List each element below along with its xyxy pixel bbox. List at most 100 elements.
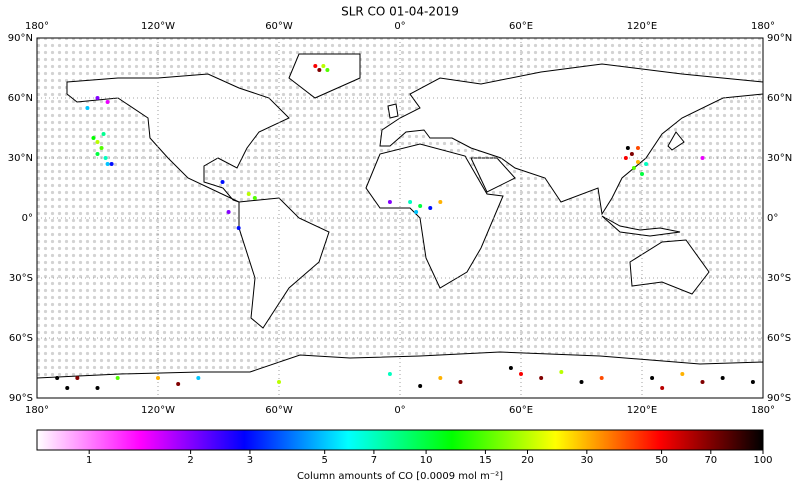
- africa: [365, 143, 504, 289]
- co-sample: [508, 366, 513, 370]
- co-sample: [629, 152, 634, 156]
- title: SLR CO 01-04-2019: [341, 5, 459, 19]
- co-sample: [631, 166, 636, 170]
- co-sample: [252, 196, 257, 200]
- lon-label-bottom: 120°E: [627, 405, 657, 416]
- map-frame: [36, 37, 764, 399]
- colorbar-tick-label: 30: [580, 455, 593, 466]
- co-sample: [579, 380, 584, 384]
- co-sample: [623, 156, 628, 160]
- co-sample: [321, 64, 326, 68]
- colorbar-tick-label: 70: [704, 455, 717, 466]
- colorbar-tick-label: 10: [420, 455, 433, 466]
- lat-label-left: 30°S: [9, 273, 33, 284]
- co-sample: [325, 68, 330, 72]
- colorbar-tick-label: 7: [371, 455, 377, 466]
- co-sample: [103, 156, 108, 160]
- lon-label-top: 60°W: [265, 21, 293, 32]
- co-sample: [625, 146, 630, 150]
- lat-label-right: 90°N: [767, 33, 792, 44]
- lon-label-bottom: 60°W: [265, 405, 293, 416]
- co-sample: [105, 162, 110, 166]
- co-sample: [519, 372, 523, 376]
- north-america: [66, 73, 290, 203]
- co-sample: [220, 180, 225, 184]
- co-sample: [720, 376, 725, 380]
- co-sample: [156, 376, 160, 380]
- lat-label-left: 90°S: [9, 393, 33, 404]
- south-america: [238, 197, 330, 329]
- co-sample: [65, 386, 70, 390]
- lon-label-bottom: 180°: [25, 405, 49, 416]
- lon-label-top: 180°: [751, 21, 775, 32]
- colorbar-label: Column amounts of CO [0.0009 mol m⁻²]: [297, 471, 503, 482]
- lat-label-right: 90°S: [767, 393, 791, 404]
- co-sample: [246, 192, 251, 196]
- co-sample: [680, 372, 685, 376]
- lon-label-top: 120°E: [627, 21, 657, 32]
- co-sample: [55, 376, 60, 380]
- co-sample: [101, 132, 106, 136]
- indonesia: [601, 215, 681, 237]
- co-sample: [387, 200, 392, 204]
- lat-label-right: 30°N: [767, 153, 792, 164]
- co-sample: [109, 162, 114, 166]
- co-sample: [750, 380, 755, 384]
- lon-label-top: 120°W: [141, 21, 175, 32]
- lat-label-right: 0°: [767, 213, 778, 224]
- lon-label-top: 0°: [394, 21, 405, 32]
- co-sample: [176, 382, 181, 386]
- colorbar-tick-label: 3: [247, 455, 253, 466]
- map: [37, 38, 763, 398]
- co-sample: [91, 136, 96, 140]
- co-sample: [438, 200, 443, 204]
- lon-label-top: 180°: [25, 21, 49, 32]
- lat-label-left: 60°N: [8, 93, 33, 104]
- colorbar: [36, 429, 764, 451]
- co-sample: [660, 386, 665, 390]
- lon-label-bottom: 60°E: [509, 405, 533, 416]
- great-britain: [387, 103, 399, 119]
- co-sample: [599, 376, 604, 380]
- co-sample: [700, 156, 705, 160]
- lat-label-left: 30°N: [8, 153, 33, 164]
- co-sample: [700, 380, 705, 384]
- lat-label-left: 60°S: [9, 333, 33, 344]
- co-sample: [428, 206, 433, 210]
- lon-label-bottom: 120°W: [141, 405, 175, 416]
- colorbar-tick-label: 5: [321, 455, 327, 466]
- arabia: [470, 157, 516, 193]
- co-sample: [95, 140, 100, 144]
- graticule: [37, 38, 763, 398]
- co-sample: [75, 376, 80, 380]
- colorbar-tick-label: 1: [86, 455, 92, 466]
- lat-label-right: 30°S: [767, 273, 791, 284]
- co-sample: [539, 376, 544, 380]
- australia: [629, 239, 710, 295]
- co-sample: [99, 146, 104, 150]
- co-sample: [277, 380, 281, 384]
- colorbar-tick-label: 100: [753, 455, 772, 466]
- co-sample: [196, 376, 201, 380]
- lat-label-left: 0°: [22, 213, 33, 224]
- co-sample: [418, 384, 423, 388]
- greenland: [288, 53, 361, 99]
- co-sample: [414, 210, 419, 214]
- points: [55, 64, 755, 390]
- co-sample: [559, 370, 564, 374]
- colorbar-tick-label: 2: [187, 455, 193, 466]
- co-sample: [650, 376, 655, 380]
- co-sample: [635, 160, 640, 164]
- co-sample: [418, 204, 423, 208]
- co-sample: [438, 376, 443, 380]
- colorbar-tick-label: 20: [521, 455, 534, 466]
- lat-label-right: 60°S: [767, 333, 791, 344]
- co-sample: [236, 226, 241, 230]
- co-sample: [226, 210, 231, 214]
- lon-label-top: 60°E: [509, 21, 533, 32]
- lon-label-bottom: 0°: [394, 405, 405, 416]
- co-sample: [95, 152, 100, 156]
- lat-label-right: 60°N: [767, 93, 792, 104]
